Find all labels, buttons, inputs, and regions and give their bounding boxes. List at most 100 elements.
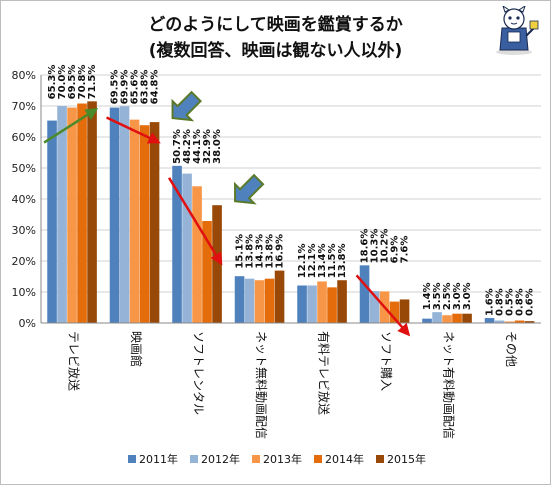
data-label: 3.0% [462, 282, 473, 310]
bar [212, 205, 222, 323]
bar [432, 312, 442, 323]
bar [359, 265, 370, 323]
data-label: 14.3% [255, 234, 266, 269]
mascot-illustration [496, 6, 539, 55]
legend-swatch [252, 455, 260, 463]
category-label: ソフトレンタル [191, 331, 205, 415]
data-label: 7.6% [400, 236, 411, 264]
y-tick-label: 0% [19, 317, 36, 330]
data-label: 69.9% [120, 70, 131, 105]
data-labels: 65.3% 70.0% 69.5% 70.8% 71.5% 69.5% 69.9% 65.6%… [47, 65, 536, 316]
category-label: 有料テレビ放送 [316, 331, 331, 415]
bar [172, 165, 182, 323]
data-label: 0.8% [515, 288, 526, 316]
bar [67, 107, 77, 323]
data-label: 1.4% [422, 282, 433, 310]
data-label: 3.5% [432, 282, 443, 310]
data-label: 10.2% [380, 229, 391, 264]
bar [422, 318, 432, 323]
chart-title: どのようにして映画を鑑賞するか [148, 15, 403, 35]
bar [47, 120, 57, 323]
data-label: 64.8% [150, 70, 161, 105]
bar [484, 318, 495, 323]
bar [297, 285, 307, 323]
y-tick-label: 80% [12, 69, 36, 82]
data-label: 65.6% [130, 70, 141, 105]
bar [139, 125, 150, 323]
annotations [43, 90, 411, 337]
data-label: 13.8% [245, 234, 256, 269]
data-label: 70.8% [77, 65, 88, 100]
bar [57, 106, 67, 323]
y-tick-label: 50% [12, 162, 36, 175]
legend-label: 2015年 [387, 452, 426, 466]
chart-subtitle: (複数回答、映画は観ない人以外) [148, 41, 403, 61]
y-tick-label: 60% [12, 131, 36, 144]
data-label: 63.8% [140, 70, 151, 105]
legend-swatch [314, 455, 322, 463]
bar [327, 287, 337, 323]
bar [87, 101, 97, 323]
data-label: 12.1% [307, 244, 318, 279]
category-label: その他 [504, 331, 518, 367]
y-tick-label: 70% [12, 100, 36, 113]
data-label: 44.1% [192, 129, 203, 164]
bar [389, 301, 400, 323]
bar [234, 276, 245, 323]
legend-label: 2013年 [263, 452, 302, 466]
bar [399, 299, 410, 323]
bar [192, 186, 202, 323]
data-label: 16.9% [275, 234, 286, 269]
data-label: 13.8% [265, 234, 276, 269]
highlight-arrow [234, 173, 265, 205]
data-label: 11.5% [327, 244, 338, 279]
data-label: 18.6% [360, 229, 371, 264]
trend-arrow [43, 108, 99, 144]
data-label: 0.6% [525, 288, 536, 316]
bar [494, 320, 505, 323]
y-tick-label: 10% [12, 286, 36, 299]
data-label: 69.5% [67, 65, 78, 100]
data-label: 69.5% [110, 70, 121, 105]
data-label: 38.0% [212, 129, 223, 164]
category-label: ソフト購入 [379, 331, 393, 391]
legend-label: 2014年 [325, 452, 364, 466]
trend-arrow [167, 177, 223, 266]
data-label: 13.8% [337, 244, 348, 279]
y-tick-label: 40% [12, 193, 36, 206]
data-label: 15.1% [235, 234, 246, 269]
bar [119, 106, 130, 323]
legend-swatch [128, 455, 136, 463]
bar [129, 119, 140, 323]
bar [337, 280, 347, 323]
bar [442, 315, 452, 323]
bar [369, 291, 380, 323]
bar [254, 280, 265, 323]
data-label: 10.3% [370, 229, 381, 264]
category-label: ネット有料動画配信 [441, 331, 455, 439]
trend-arrow [106, 116, 161, 144]
data-label: 12.1% [297, 244, 308, 279]
y-tick-label: 20% [12, 255, 36, 268]
data-label: 65.3% [47, 65, 58, 100]
axes: 0% 10% 20% 30% 40% 50% 60% 70% 80% [12, 69, 541, 330]
bar [462, 313, 472, 323]
legend-label: 2012年 [201, 452, 240, 466]
bar [202, 221, 212, 323]
highlight-arrow [171, 90, 202, 122]
legend-swatch [190, 455, 198, 463]
bar [244, 278, 255, 323]
data-label: 0.5% [505, 288, 516, 316]
data-label: 2.5% [442, 282, 453, 310]
category-label: 映画館 [129, 331, 144, 367]
bar [524, 321, 535, 323]
bar [504, 321, 515, 323]
data-label: 3.0% [452, 282, 463, 310]
legend-label: 2011年 [139, 452, 178, 466]
bar [109, 107, 120, 323]
data-label: 0.8% [495, 288, 506, 316]
category-label: テレビ放送 [66, 331, 81, 391]
legend-swatch [376, 455, 384, 463]
category-labels: テレビ放送 映画館 ソフトレンタル ネット無料動画配信 有料テレビ放送 ソフト購入 ネット有… [66, 331, 518, 439]
bar [182, 173, 192, 323]
